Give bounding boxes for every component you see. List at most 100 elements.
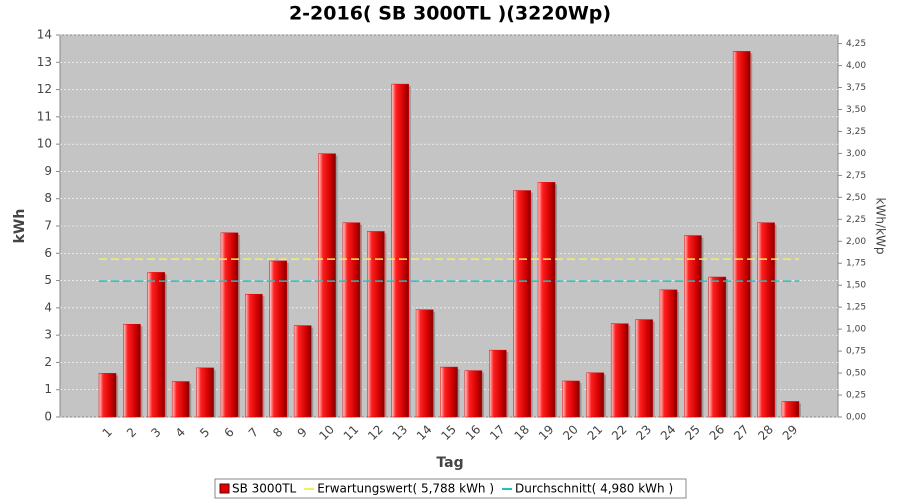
bar: [537, 182, 556, 418]
y2-tick-label: 2,00: [846, 237, 866, 247]
bar: [269, 260, 288, 418]
bar: [586, 372, 605, 418]
y-tick-label: 8: [44, 191, 52, 205]
bar: [220, 232, 239, 418]
x-tick-label: 21: [585, 422, 606, 443]
bar: [123, 323, 141, 418]
x-tick-label: 7: [246, 425, 261, 440]
y-tick-label: 5: [44, 273, 52, 287]
bar: [367, 231, 385, 418]
y-tick-label: 1: [44, 382, 52, 396]
x-tick-label: 12: [365, 422, 386, 443]
x-tick-label: 26: [707, 422, 728, 443]
legend-label: Erwartungswert( 5,788 kWh ): [317, 482, 494, 496]
y-tick-label: 13: [37, 55, 52, 69]
y-axis-title: kWh: [12, 209, 28, 244]
x-tick-label: 9: [295, 425, 310, 440]
x-tick-label: 5: [197, 425, 212, 440]
bar: [171, 381, 190, 418]
y-tick-label: 4: [44, 300, 52, 314]
bar: [488, 349, 507, 418]
y-tick-label: 9: [44, 164, 52, 178]
y2-tick-label: 4,25: [846, 39, 866, 49]
y-tick-label: 12: [37, 82, 52, 96]
bar: [391, 83, 410, 418]
bar: [708, 276, 727, 418]
y2-tick-label: 0,50: [846, 369, 866, 379]
x-tick-label: 27: [731, 422, 752, 443]
chart-title: 2-2016( SB 3000TL )(3220Wp): [289, 3, 611, 25]
bar: [318, 153, 336, 418]
x-tick-label: 1: [100, 425, 115, 440]
legend-swatch: [219, 483, 230, 494]
bar: [98, 373, 117, 418]
x-tick-label: 17: [487, 422, 508, 443]
y-tick-label: 14: [37, 28, 52, 42]
bar: [781, 401, 800, 418]
bar: [562, 380, 580, 418]
x-tick-label: 2: [124, 425, 139, 440]
legend-items: SB 3000TL Erwartungswert( 5,788 kWh ) Durc…: [219, 482, 673, 496]
y-tick-label: 0: [44, 410, 52, 424]
bar: [464, 370, 483, 418]
bar: [757, 222, 775, 418]
y2-axis-title: kWh/kWp: [874, 198, 888, 255]
x-tick-label: 13: [390, 422, 411, 443]
x-tick-label: 14: [414, 422, 435, 443]
x-tick-label: 8: [270, 425, 285, 440]
y2-tick-label: 1,75: [846, 259, 866, 269]
x-tick-label: 22: [609, 422, 630, 443]
y2-tick-label: 3,50: [846, 105, 866, 115]
y2-tick-label: 2,50: [846, 193, 866, 203]
y-tick-label: 6: [44, 246, 52, 260]
y2-tick-label: 1,50: [846, 281, 866, 291]
y-tick-label: 3: [44, 328, 52, 342]
y2-tick-label: 0,75: [846, 347, 866, 357]
x-tick-label: 11: [341, 422, 362, 443]
bar: [293, 325, 312, 418]
x-tick-label: 16: [463, 422, 484, 443]
x-axis-title: Tag: [436, 455, 463, 471]
bar: [342, 222, 361, 418]
legend-label: Durchschnitt( 4,980 kWh ): [515, 482, 673, 496]
x-tick-label: 23: [633, 422, 654, 443]
x-tick-label: 20: [560, 422, 581, 443]
x-tick-label: 18: [511, 422, 532, 443]
y-tick-label: 2: [44, 355, 52, 369]
bar: [659, 289, 678, 418]
y2-tick-label: 2,75: [846, 171, 866, 181]
y2-tick-label: 1,25: [846, 303, 866, 313]
y-tick-label: 10: [37, 137, 52, 151]
bar: [245, 293, 263, 418]
y-tick-label: 11: [37, 109, 52, 123]
x-tick-label: 24: [658, 422, 679, 443]
x-tick-label: 6: [221, 425, 236, 440]
y-tick-label: 7: [44, 219, 52, 233]
x-tick-label: 15: [438, 422, 459, 443]
x-tick-label: 25: [682, 422, 703, 443]
y2-tick-label: 0,25: [846, 391, 866, 401]
x-tick-label: 29: [780, 422, 801, 443]
bar: [415, 309, 434, 418]
y2-tick-label: 3,25: [846, 127, 866, 137]
bar: [732, 51, 751, 418]
y2-tick-label: 1,00: [846, 325, 866, 335]
legend: [214, 478, 687, 499]
y2-tick-label: 2,25: [846, 215, 866, 225]
x-tick-label: 19: [536, 422, 557, 443]
bar: [513, 190, 531, 418]
legend-label: SB 3000TL: [232, 482, 297, 496]
x-tick-label: 10: [316, 422, 337, 443]
y2-tick-label: 4,00: [846, 61, 866, 71]
bar: [147, 272, 166, 418]
bar: [440, 366, 458, 418]
bar: [196, 367, 214, 418]
bar: [684, 235, 702, 418]
y2-tick-label: 0,00: [846, 413, 866, 423]
x-tick-label: 4: [173, 425, 188, 440]
y2-tick-label: 3,00: [846, 149, 866, 159]
x-tick-label: 28: [755, 422, 776, 443]
bar: [635, 319, 653, 418]
y2-tick-label: 3,75: [846, 83, 866, 93]
